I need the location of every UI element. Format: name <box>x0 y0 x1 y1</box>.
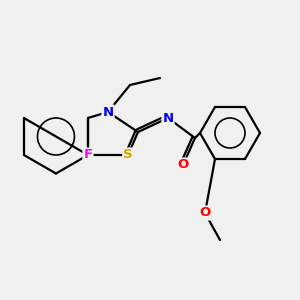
Text: F: F <box>83 148 93 161</box>
Text: N: N <box>102 106 114 118</box>
Text: O: O <box>200 206 211 220</box>
Text: N: N <box>162 112 174 124</box>
Text: O: O <box>177 158 189 172</box>
Text: S: S <box>123 148 133 161</box>
